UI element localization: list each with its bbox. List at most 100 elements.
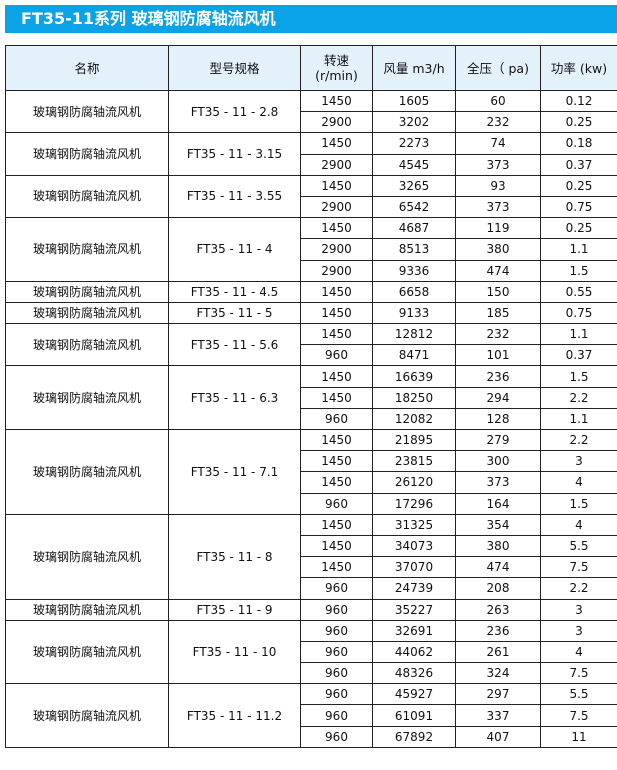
pressure-cell: 232 (455, 323, 541, 346)
table-row: 玻璃钢防腐轴流风机 FT35 - 11 - 3.55 1450 3265 93 0.25 (5, 174, 617, 219)
power-cell: 2.2 (540, 577, 617, 600)
pressure-cell: 373 (455, 471, 541, 494)
power-cell: 2.2 (540, 428, 617, 452)
speed-cell: 1450 (300, 89, 373, 113)
table-row: 玻璃钢防腐轴流风机 FT35 - 11 - 10 960 32691 236 3 (5, 619, 617, 685)
airflow-cell: 24739 (372, 577, 456, 600)
airflow-cell: 3265 (372, 174, 456, 197)
airflow-cell: 61091 (372, 704, 456, 727)
pressure-cell: 337 (455, 704, 541, 727)
airflow-cell: 8513 (372, 238, 456, 261)
speed-cell: 1450 (300, 323, 373, 346)
power-cell: 1.1 (540, 407, 617, 431)
table-row: 1450 18250 294 2.2 (6, 386, 617, 409)
table-row: 960 8471 101 0.37 (6, 344, 617, 367)
speed-cell: 1450 (300, 471, 373, 494)
airflow-cell: 35227 (372, 598, 456, 621)
name-cell: 玻璃钢防腐轴流风机 (5, 132, 169, 176)
header-model: 型号规格 (168, 45, 301, 91)
table-row: 玻璃钢防腐轴流风机 FT35 - 11 - 11.2 960 45927 297 5.5 (5, 683, 617, 748)
power-cell: 11 (540, 725, 617, 748)
pressure-cell: 236 (455, 365, 541, 388)
airflow-cell: 4545 (372, 153, 456, 176)
power-cell: 1.5 (540, 492, 617, 515)
speed-cell: 960 (300, 407, 373, 431)
table-row: 960 24739 208 2.2 (6, 577, 617, 600)
airflow-cell: 12082 (372, 407, 456, 431)
airflow-cell: 2273 (372, 132, 456, 155)
model-cell: FT35 - 11 - 3.15 (168, 132, 301, 176)
speed-cell: 2900 (300, 259, 373, 282)
table-row: 960 48326 324 7.5 (6, 662, 617, 685)
power-cell: 0.25 (540, 174, 617, 197)
pressure-cell: 373 (455, 195, 541, 219)
power-cell: 0.18 (540, 132, 617, 155)
power-cell: 7.5 (540, 662, 617, 685)
model-cell: FT35 - 11 - 7.1 (168, 429, 301, 515)
speed-cell: 1450 (300, 513, 373, 536)
model-cell: FT35 - 11 - 9 (168, 598, 301, 621)
speed-cell: 960 (300, 704, 373, 727)
power-cell: 5.5 (540, 534, 617, 558)
header-pressure: 全压（ pa) (455, 45, 541, 91)
pressure-cell: 101 (455, 344, 541, 367)
pressure-cell: 164 (455, 492, 541, 515)
airflow-cell: 23815 (372, 450, 456, 473)
airflow-cell: 48326 (372, 662, 456, 685)
speed-cell: 960 (300, 492, 373, 515)
name-cell: 玻璃钢防腐轴流风机 (5, 619, 169, 685)
table-row: 玻璃钢防腐轴流风机 FT35 - 11 - 8 1450 31325 354 4 (5, 513, 617, 600)
power-cell: 0.75 (540, 301, 617, 325)
speed-cell: 1450 (300, 534, 373, 558)
speed-cell: 960 (300, 683, 373, 706)
airflow-cell: 45927 (372, 683, 456, 706)
pressure-cell: 60 (455, 89, 541, 113)
airflow-cell: 21895 (372, 428, 456, 452)
model-cell: FT35 - 11 - 8 (168, 513, 301, 600)
name-cell: 玻璃钢防腐轴流风机 (5, 217, 169, 282)
page-title: FT35-11系列 玻璃钢防腐轴流风机 (5, 5, 617, 33)
table-row: 2900 8513 380 1.1 (6, 238, 617, 261)
name-cell: 玻璃钢防腐轴流风机 (5, 89, 169, 134)
speed-cell: 1450 (300, 217, 373, 240)
speed-cell: 2900 (300, 111, 373, 134)
pressure-cell: 261 (455, 640, 541, 664)
power-cell: 3 (540, 450, 617, 473)
pressure-cell: 150 (455, 280, 541, 303)
speed-cell: 1450 (300, 556, 373, 579)
airflow-cell: 17296 (372, 492, 456, 515)
speed-cell: 960 (300, 662, 373, 685)
power-cell: 0.25 (540, 111, 617, 134)
pressure-cell: 297 (455, 683, 541, 706)
pressure-cell: 208 (455, 577, 541, 600)
model-cell: FT35 - 11 - 5 (168, 301, 301, 325)
power-cell: 7.5 (540, 704, 617, 727)
table-row: 玻璃钢防腐轴流风机 FT35 - 11 - 9 960 35227 263 3 (5, 598, 617, 621)
pressure-cell: 354 (455, 513, 541, 536)
airflow-cell: 37070 (372, 556, 456, 579)
pressure-cell: 119 (455, 217, 541, 240)
power-cell: 2.2 (540, 386, 617, 409)
power-cell: 5.5 (540, 683, 617, 706)
pressure-cell: 474 (455, 556, 541, 579)
table-row: 960 67892 407 11 (6, 725, 617, 748)
speed-cell: 1450 (300, 301, 373, 325)
model-cell: FT35 - 11 - 11.2 (168, 683, 301, 748)
model-cell: FT35 - 11 - 5.6 (168, 323, 301, 367)
speed-cell: 2900 (300, 195, 373, 219)
table-row: 960 17296 164 1.5 (6, 492, 617, 515)
pressure-cell: 185 (455, 301, 541, 325)
table-row: 1450 23815 300 3 (6, 450, 617, 473)
pressure-cell: 294 (455, 386, 541, 409)
pressure-cell: 128 (455, 407, 541, 431)
power-cell: 0.37 (540, 153, 617, 176)
header-speed: 转速 (r/min) (300, 45, 373, 91)
speed-cell: 960 (300, 344, 373, 367)
table-row: 2900 9336 474 1.5 (6, 259, 617, 282)
pressure-cell: 300 (455, 450, 541, 473)
pressure-cell: 324 (455, 662, 541, 685)
name-cell: 玻璃钢防腐轴流风机 (5, 280, 169, 303)
pressure-cell: 407 (455, 725, 541, 748)
speed-cell: 1450 (300, 174, 373, 197)
name-cell: 玻璃钢防腐轴流风机 (5, 598, 169, 621)
